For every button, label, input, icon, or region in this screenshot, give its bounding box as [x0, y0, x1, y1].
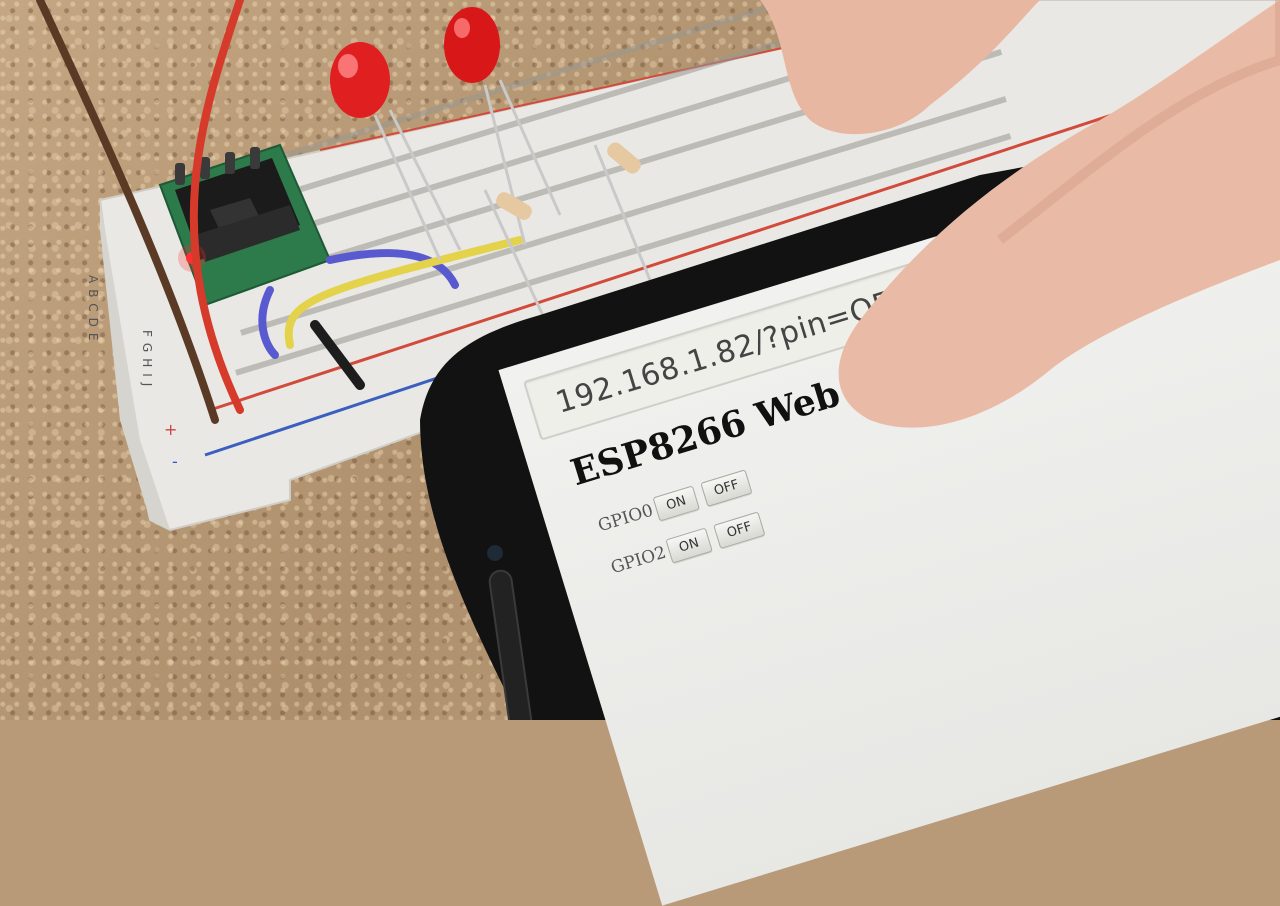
minus-rail-label: -: [172, 452, 178, 471]
gpio0-label: GPIO0: [595, 500, 656, 537]
row-letters-left: ABCDE: [86, 275, 100, 347]
esp8266-module: [158, 143, 332, 307]
row-letters-right: FGHIJ: [140, 330, 154, 393]
led-right: [444, 7, 562, 246]
led-left: [330, 42, 462, 261]
resistor-1: [483, 189, 547, 321]
wires: [36, 0, 524, 424]
resistor-2: [593, 142, 652, 281]
plus-rail-label: +: [164, 420, 178, 439]
gpio2-on-button[interactable]: ON: [665, 526, 713, 564]
gpio0-off-button[interactable]: OFF: [700, 468, 753, 507]
gpio2-off-button[interactable]: OFF: [712, 510, 766, 549]
gpio0-on-button[interactable]: ON: [652, 484, 700, 522]
gpio2-label: GPIO2: [608, 542, 669, 579]
